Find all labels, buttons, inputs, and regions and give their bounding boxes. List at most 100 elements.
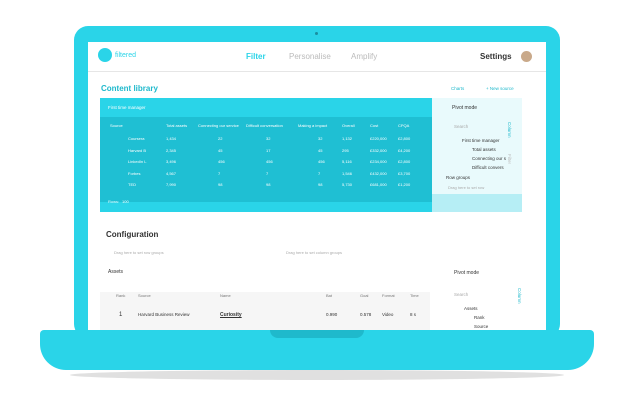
table-cell: 7 bbox=[266, 170, 269, 176]
table-cell: 98 bbox=[218, 182, 223, 188]
table-cell: 2,345 bbox=[166, 147, 177, 153]
pivot-label: Pivot mode bbox=[454, 270, 480, 276]
new-source-button[interactable]: + New source bbox=[486, 86, 514, 91]
table-cell: £2,800 bbox=[398, 136, 411, 141]
charts-button[interactable]: Charts bbox=[451, 86, 465, 91]
column-header: Cost bbox=[370, 123, 379, 128]
drop-zone: Drag here to set column groups bbox=[286, 250, 343, 255]
table-cell: 98 bbox=[266, 182, 271, 188]
column-header: Source bbox=[110, 123, 123, 128]
column-item: First time manager bbox=[462, 138, 500, 143]
table-cell: Forbes bbox=[128, 170, 141, 176]
table-cell: 7 bbox=[218, 170, 221, 176]
column-header: Name bbox=[220, 293, 231, 298]
table-area bbox=[100, 117, 432, 202]
logo-icon bbox=[98, 48, 112, 62]
band-title: First time manager bbox=[108, 105, 146, 110]
column-header: Difficult conversation bbox=[246, 123, 283, 128]
camera bbox=[315, 32, 318, 35]
column-item: Difficult convers bbox=[472, 165, 504, 170]
screen: filtered Filter Personalise Amplify Settings… bbox=[88, 42, 546, 330]
table-cell: £4,200 bbox=[398, 147, 411, 153]
table-cell: 8 s bbox=[410, 312, 417, 317]
table-cell: 45 bbox=[218, 147, 223, 153]
header-divider bbox=[88, 71, 546, 72]
rows-label: Rows: bbox=[108, 199, 120, 204]
logo-text: filtered bbox=[115, 52, 137, 59]
column-item: Rank bbox=[474, 315, 485, 320]
table-cell: 7,990 bbox=[166, 182, 177, 188]
table-cell: Harvard Business Review bbox=[138, 312, 190, 317]
table-cell: 45 bbox=[318, 147, 323, 153]
table-cell: TED bbox=[128, 182, 136, 188]
section-title: Configuration bbox=[106, 230, 159, 239]
table-cell: Video bbox=[382, 312, 394, 317]
sidebar-footer bbox=[432, 194, 522, 212]
drop-zone: Drag here to set row groups bbox=[114, 250, 164, 255]
column-item: Connecting our s bbox=[472, 156, 507, 161]
section-title: Content library bbox=[101, 84, 158, 93]
side-tab: Column bbox=[507, 122, 512, 138]
table-cell: 3,496 bbox=[166, 159, 177, 165]
column-header: Source bbox=[138, 293, 151, 298]
column-header: Total assets bbox=[166, 123, 188, 128]
table-cell: Coursera bbox=[128, 136, 145, 141]
table-cell: LinkedIn L bbox=[128, 159, 147, 165]
table-cell: £332,000 bbox=[370, 147, 387, 153]
table-cell: 5,730 bbox=[342, 182, 353, 188]
nav-link[interactable]: Amplify bbox=[351, 52, 378, 61]
table-cell: 5,116 bbox=[342, 159, 352, 165]
table-cell: £3,700 bbox=[398, 170, 411, 176]
column-header: Time bbox=[410, 293, 419, 298]
table-cell: 1,546 bbox=[342, 170, 353, 176]
table-cell: 1,434 bbox=[166, 136, 177, 141]
shadow bbox=[70, 370, 564, 380]
column-header: Connecting our service bbox=[198, 123, 239, 128]
column-item: Source bbox=[474, 324, 489, 329]
table-cell: 0.578 bbox=[360, 312, 372, 317]
table-cell: 456 bbox=[266, 159, 273, 165]
pivot-label: Pivot mode bbox=[452, 105, 478, 111]
table-cell: 98 bbox=[318, 182, 323, 188]
nav-settings[interactable]: Settings bbox=[480, 52, 512, 61]
base-notch bbox=[270, 330, 364, 338]
search-box: Search bbox=[454, 292, 469, 297]
table-cell: 7 bbox=[318, 170, 321, 176]
nav-link[interactable]: Filter bbox=[246, 52, 266, 61]
table-cell: 456 bbox=[218, 159, 225, 165]
config-table bbox=[100, 292, 430, 330]
table-cell: Curiosity bbox=[220, 312, 242, 318]
sidebar-panel bbox=[432, 98, 522, 212]
rows-count: 100 bbox=[122, 199, 129, 204]
table-cell: £220,000 bbox=[370, 136, 387, 141]
column-header: Goal bbox=[360, 293, 369, 298]
side-tab: Filter bbox=[507, 154, 512, 164]
table-cell: 32 bbox=[266, 136, 271, 141]
column-header: Overall bbox=[342, 123, 355, 128]
table-cell: 295 bbox=[342, 147, 349, 153]
table-cell: £234,000 bbox=[370, 159, 387, 165]
search-box: Search bbox=[454, 124, 469, 129]
table-cell: Harvard B bbox=[128, 147, 147, 153]
column-item: Assets bbox=[464, 306, 478, 311]
side-tab: Column bbox=[517, 288, 522, 304]
table-cell: 0.990 bbox=[326, 312, 338, 317]
column-header: Bat bbox=[326, 293, 333, 298]
table-cell: £432,000 bbox=[370, 170, 387, 176]
table-cell: £681,000 bbox=[370, 182, 387, 188]
column-item: Total assets bbox=[472, 147, 496, 152]
table-cell: 17 bbox=[266, 147, 271, 153]
column-header: Making a impact bbox=[298, 123, 328, 128]
table-title: Assets bbox=[108, 269, 124, 275]
table-cell: 1 bbox=[119, 312, 123, 318]
column-header: CPQA bbox=[398, 123, 410, 128]
table-cell: 32 bbox=[318, 136, 323, 141]
nav-link[interactable]: Personalise bbox=[289, 52, 331, 61]
row-groups-label: Row groups bbox=[446, 175, 471, 180]
table-cell: £1,200 bbox=[398, 182, 411, 188]
drop-zone: Drag here to set row bbox=[448, 185, 485, 190]
table-cell: £2,800 bbox=[398, 159, 411, 165]
column-header: Format bbox=[382, 293, 395, 298]
table-cell: 456 bbox=[318, 159, 325, 165]
